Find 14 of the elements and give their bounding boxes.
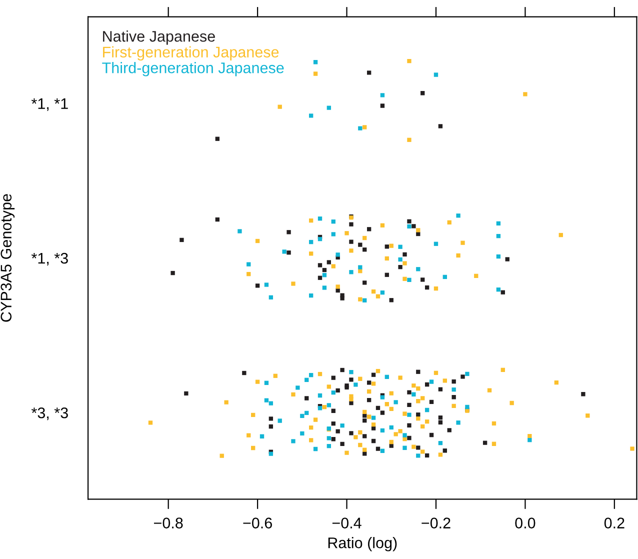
x-tick-label: −0.8 xyxy=(154,518,183,528)
x-tick-label: −0.2 xyxy=(422,518,450,528)
x-tick-label: −0.4 xyxy=(332,518,362,528)
x-axis-title: Ratio (log) xyxy=(328,537,397,552)
y-tick-label: *1, *1 xyxy=(31,98,68,111)
y-tick-label: *3, *3 xyxy=(31,407,68,420)
x-tick-label: 0.0 xyxy=(515,518,536,528)
text: First-generation Japanese xyxy=(103,46,279,61)
y-tick-label: *1, *3 xyxy=(31,252,68,266)
series-label: Third-generation Japanese xyxy=(102,62,284,76)
text: Native Japanese xyxy=(103,30,215,45)
x-tick-label: 0.2 xyxy=(604,518,624,528)
y-axis-title: CYP3A5 Genotype xyxy=(0,194,15,322)
x-tick-label: −0.6 xyxy=(243,518,272,528)
